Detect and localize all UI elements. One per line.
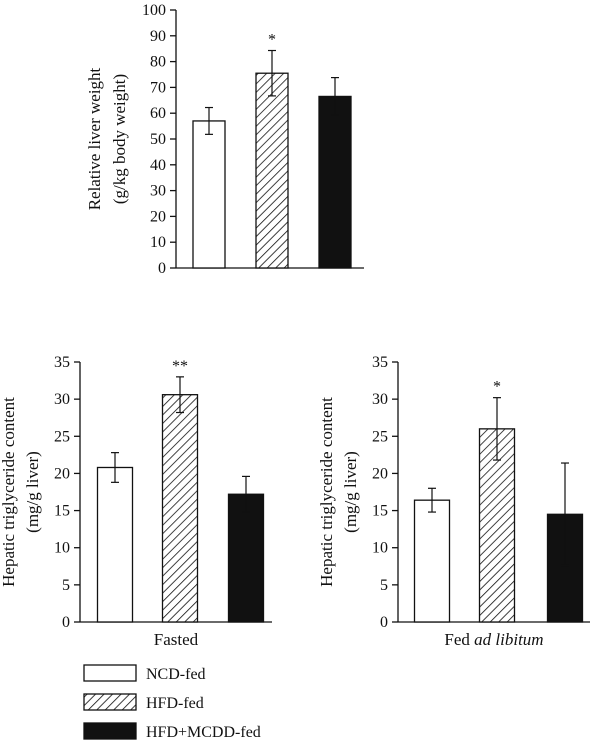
legend-label: HFD-fed [146,695,204,712]
y-tick-label: 30 [150,183,166,200]
bar-ncd-fed [192,120,226,269]
bar-hfd-mcdd-fed [227,493,265,623]
y-tick-label: 20 [54,465,70,482]
y-tick-label: 80 [150,54,166,71]
chart-tg-fed: 0 5 10 15 20 25 30 35 Hepatic triglyceride conte… [317,354,590,649]
bar-hfd-fed [255,72,289,269]
y-axis-label: (g/kg body weight) [110,74,129,204]
bar-ncd-fed [413,499,451,623]
y-axis-label: Hepatic triglyceride content [0,397,18,587]
bar-hfd-mcdd-fed [318,95,352,269]
y-tick-label: 35 [372,354,388,371]
x-axis-label: Fasted [154,630,199,649]
y-tick-label: 35 [54,354,70,371]
y-tick-label: 5 [62,577,70,594]
y-tick-label: 0 [380,614,388,631]
x-axis-label: Fed ad libitum [444,630,543,649]
legend-swatch [83,664,137,682]
y-tick-label: 50 [150,131,166,148]
y-tick-label: 25 [372,428,388,445]
y-tick-label: 5 [380,577,388,594]
y-tick-label: 30 [372,391,388,408]
legend: NCD-fed HFD-fed HFD+MCDD-fed [83,664,261,741]
chart-tg-fasted: 0 5 10 15 20 25 30 35 Hepatic triglyceride conte… [0,354,272,649]
y-tick-label: 40 [150,157,166,174]
y-tick-label: 10 [372,540,388,557]
y-tick-label: 60 [150,105,166,122]
y-tick-label: 10 [150,234,166,251]
y-tick-label: 10 [54,540,70,557]
y-tick-label: 20 [150,208,166,225]
y-tick-label: 20 [372,465,388,482]
y-axis-label: Hepatic triglyceride content [317,397,336,587]
legend-label: NCD-fed [146,666,206,683]
y-tick-label: 25 [54,428,70,445]
y-tick-label: 15 [54,503,70,520]
bar-hfd-fed [161,394,199,623]
y-axis-label: Relative liver weight [85,67,104,210]
legend-swatch [83,722,137,740]
y-tick-label: 70 [150,79,166,96]
significance-marker: * [493,379,501,396]
bar-ncd-fed [96,466,134,623]
legend-label: HFD+MCDD-fed [146,724,261,741]
y-tick-label: 15 [372,503,388,520]
significance-marker: * [268,32,276,49]
significance-marker: ** [172,358,188,375]
y-tick-label: 30 [54,391,70,408]
y-axis-label: (mg/g liver) [341,451,360,533]
y-tick-label: 100 [142,2,166,19]
y-tick-label: 90 [150,28,166,45]
y-tick-label: 0 [62,614,70,631]
chart-liver-weight: 0 10 20 30 40 50 60 70 80 90 100 Relative liver wei… [85,2,364,277]
bar-hfd-fed [478,428,516,623]
y-axis-label: (mg/g liver) [23,451,42,533]
y-tick-label: 0 [158,260,166,277]
legend-swatch [83,693,137,711]
